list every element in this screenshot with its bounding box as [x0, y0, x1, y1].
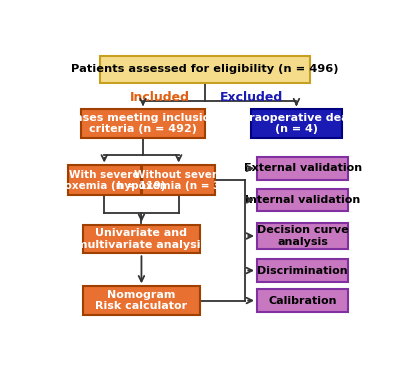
- Text: Patients assessed for eligibility (n = 496): Patients assessed for eligibility (n = 4…: [71, 64, 339, 74]
- Text: Calibration: Calibration: [268, 296, 337, 305]
- Text: Univariate and
multivariate analysis: Univariate and multivariate analysis: [76, 228, 207, 250]
- Text: Included: Included: [130, 91, 190, 105]
- FancyBboxPatch shape: [257, 289, 348, 312]
- Text: Nomogram
Risk calculator: Nomogram Risk calculator: [95, 290, 188, 311]
- Text: External validation: External validation: [244, 163, 362, 174]
- FancyBboxPatch shape: [82, 225, 200, 253]
- Text: Internal validation: Internal validation: [245, 195, 360, 205]
- FancyBboxPatch shape: [257, 157, 348, 180]
- FancyBboxPatch shape: [100, 56, 310, 83]
- Text: Intraoperative death
(n = 4): Intraoperative death (n = 4): [232, 113, 361, 134]
- Text: With severe
hypoxemia (n = 119): With severe hypoxemia (n = 119): [43, 170, 166, 191]
- FancyBboxPatch shape: [142, 165, 215, 195]
- FancyBboxPatch shape: [251, 109, 342, 138]
- FancyBboxPatch shape: [81, 109, 205, 138]
- FancyBboxPatch shape: [82, 286, 200, 315]
- Text: Decision curve
analysis: Decision curve analysis: [257, 225, 348, 247]
- FancyBboxPatch shape: [257, 259, 348, 282]
- Text: Cases meeting inclusion
criteria (n = 492): Cases meeting inclusion criteria (n = 49…: [68, 113, 218, 134]
- FancyBboxPatch shape: [257, 189, 348, 211]
- Text: Excluded: Excluded: [220, 91, 283, 105]
- FancyBboxPatch shape: [68, 165, 141, 195]
- Text: Discrimination: Discrimination: [257, 266, 348, 275]
- FancyBboxPatch shape: [257, 223, 348, 249]
- Text: Without severe
hypoxemia (n = 373): Without severe hypoxemia (n = 373): [117, 170, 240, 191]
